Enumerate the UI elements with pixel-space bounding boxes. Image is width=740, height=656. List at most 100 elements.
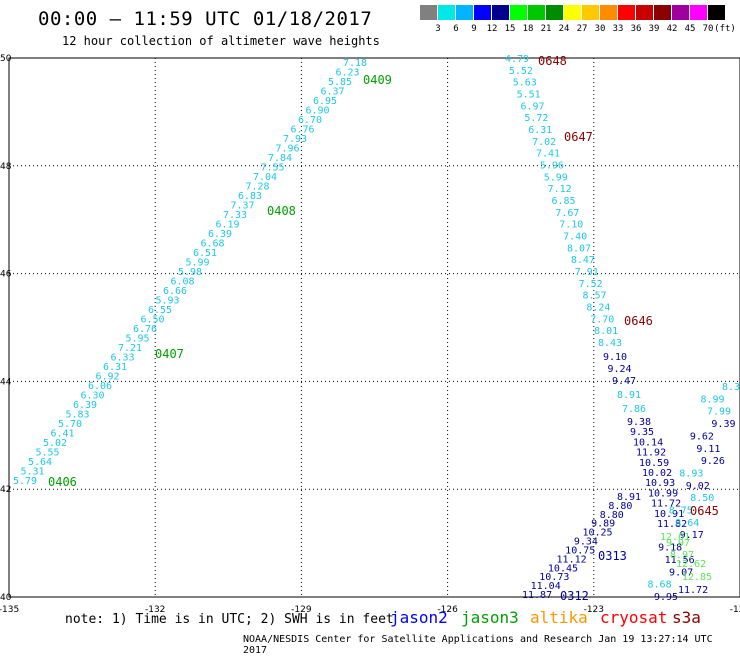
time-label: 0647: [564, 130, 593, 144]
time-label: 0648: [538, 54, 567, 68]
swh-value: 10.73: [539, 572, 569, 583]
legend-swatch: [582, 5, 599, 20]
lon-tick-label: -135: [0, 605, 19, 615]
legend-swatch: [654, 5, 671, 20]
swh-value: 6.76: [291, 125, 315, 136]
swh-value: 8.07: [567, 243, 591, 254]
swh-value: 5.79: [13, 476, 37, 487]
swh-value: 7.18: [343, 58, 367, 69]
lat-tick-label: 48: [0, 162, 12, 172]
time-label: 0312: [560, 589, 589, 603]
lat-tick-label: 42: [0, 485, 11, 495]
swh-value: 5.95: [126, 334, 150, 345]
legend-label: 9: [471, 24, 477, 34]
swh-value: 8.47: [571, 255, 595, 266]
swh-value: 5.99: [544, 172, 568, 183]
swh-value: 5.85: [328, 77, 352, 88]
swh-value: 8.64: [675, 518, 699, 529]
swh-value: 8.50: [690, 493, 714, 504]
swh-value: 6.31: [103, 362, 127, 373]
swh-value: 8.57: [583, 291, 607, 302]
time-label: 0406: [48, 475, 77, 489]
time-label: 0409: [363, 73, 392, 87]
swh-value: 7.28: [246, 182, 270, 193]
legend-label: 42: [666, 24, 678, 34]
swh-value: 10.02: [642, 468, 672, 479]
swh-value: 6.19: [216, 220, 240, 231]
swh-value: 8.91: [617, 390, 641, 401]
legend-swatch: [564, 5, 581, 20]
swh-value: 10.75: [565, 545, 595, 556]
swh-value: 12.85: [682, 572, 712, 583]
swh-value: 7.33: [223, 210, 247, 221]
legend-label: 18: [522, 24, 534, 34]
satellite-s3a: s3a: [672, 608, 701, 627]
swh-value: 6.97: [521, 101, 545, 112]
swh-value: 8.75: [669, 506, 693, 517]
swh-value: 11.82: [657, 519, 687, 530]
swh-value: 10.93: [645, 478, 675, 489]
legend-swatch: [492, 5, 509, 20]
lat-tick-label: 46: [0, 270, 12, 280]
swh-value: 11.56: [665, 555, 695, 566]
swh-value: 11.12: [557, 554, 587, 565]
swh-value: 7.37: [231, 201, 255, 212]
swh-value: 5.02: [43, 438, 67, 449]
swh-value: 9.07: [669, 567, 693, 578]
swh-value: 6.06: [88, 381, 112, 392]
swh-value: 6.55: [148, 305, 172, 316]
lon-tick-label: -123: [584, 605, 604, 615]
page-subtitle: 12 hour collection of altimeter wave hei…: [62, 34, 380, 48]
legend-swatch: [438, 5, 455, 20]
swh-value: 5.72: [524, 113, 548, 124]
swh-value: 7.86: [622, 404, 646, 415]
swh-value: 5.55: [36, 448, 60, 459]
swh-value: 5.52: [509, 66, 533, 77]
legend-label: 70: [702, 24, 714, 34]
satellite-altika: altika: [530, 608, 588, 627]
legend-label: 12: [486, 24, 498, 34]
legend-label: 21: [540, 24, 552, 34]
legend-label: 39: [648, 24, 660, 34]
swh-value: 7.96: [276, 144, 300, 155]
swh-value: 9.97: [666, 538, 690, 549]
swh-value: 6.41: [51, 429, 75, 440]
swh-value: 6.90: [306, 106, 330, 117]
swh-value: 7.21: [118, 343, 142, 354]
legend-label: 24: [558, 24, 570, 34]
swh-value: 12.62: [676, 559, 706, 570]
swh-value: 5.70: [58, 419, 82, 430]
legend-swatch: [600, 5, 617, 20]
swh-value: 6.83: [238, 191, 262, 202]
swh-value: 5.51: [517, 90, 541, 101]
swh-value: 11.87: [522, 590, 552, 601]
swh-value: 6.37: [321, 87, 345, 98]
swh-value: 11.04: [531, 581, 561, 592]
time-label: 0313: [598, 549, 627, 563]
legend-swatch: [456, 5, 473, 20]
swh-value: 9.10: [603, 352, 627, 363]
swh-value: 9.95: [654, 592, 678, 603]
legend-label: 36: [630, 24, 642, 34]
legend-swatch: [672, 5, 689, 20]
swh-value: 8.99: [700, 394, 724, 405]
swh-value: 5.83: [66, 410, 90, 421]
swh-value: 9.17: [680, 530, 704, 541]
swh-value: 10.45: [548, 563, 578, 574]
legend-swatch: [708, 5, 725, 20]
legend-swatch: [474, 5, 491, 20]
page-title: 00:00 – 11:59 UTC 01/18/2017: [38, 8, 373, 30]
lat-tick-label: 44: [0, 377, 12, 387]
time-label: 0646: [624, 314, 653, 328]
swh-value: 11.92: [636, 448, 666, 459]
swh-value: 10.59: [639, 458, 669, 469]
swh-value: 9.62: [690, 431, 714, 442]
swh-value: 9.35: [630, 427, 654, 438]
swh-value: 9.24: [608, 364, 632, 375]
swh-value: 6.31: [528, 125, 552, 136]
swh-value: 6.50: [141, 315, 165, 326]
swh-value: 6.70: [298, 115, 322, 126]
satellite-jason3: jason3: [461, 608, 519, 627]
time-label: 0408: [267, 204, 296, 218]
swh-value: 5.31: [21, 467, 45, 478]
